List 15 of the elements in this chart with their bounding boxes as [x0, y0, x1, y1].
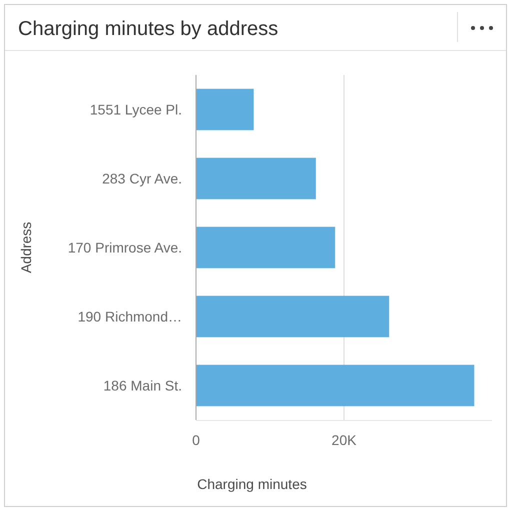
- bar: [196, 88, 254, 130]
- y-tick-label: 186 Main St.: [103, 377, 182, 394]
- y-tick-label: 190 Richmond…: [78, 308, 182, 324]
- x-tick-label: 0: [192, 432, 200, 448]
- y-axis-title: Address: [18, 222, 34, 274]
- x-axis-title: Charging minutes: [197, 476, 307, 492]
- y-tick-label: 283 Cyr Ave.: [102, 170, 182, 186]
- bar: [196, 158, 316, 200]
- chart-title: Charging minutes by address: [18, 18, 278, 40]
- bar: [196, 364, 474, 406]
- bar: [196, 226, 336, 268]
- y-tick-label: 1551 Lycee Pl.: [90, 101, 182, 118]
- x-tick-label: 20K: [332, 432, 358, 448]
- bar: [196, 296, 390, 338]
- y-tick-label: 170 Primrose Ave.: [68, 239, 182, 256]
